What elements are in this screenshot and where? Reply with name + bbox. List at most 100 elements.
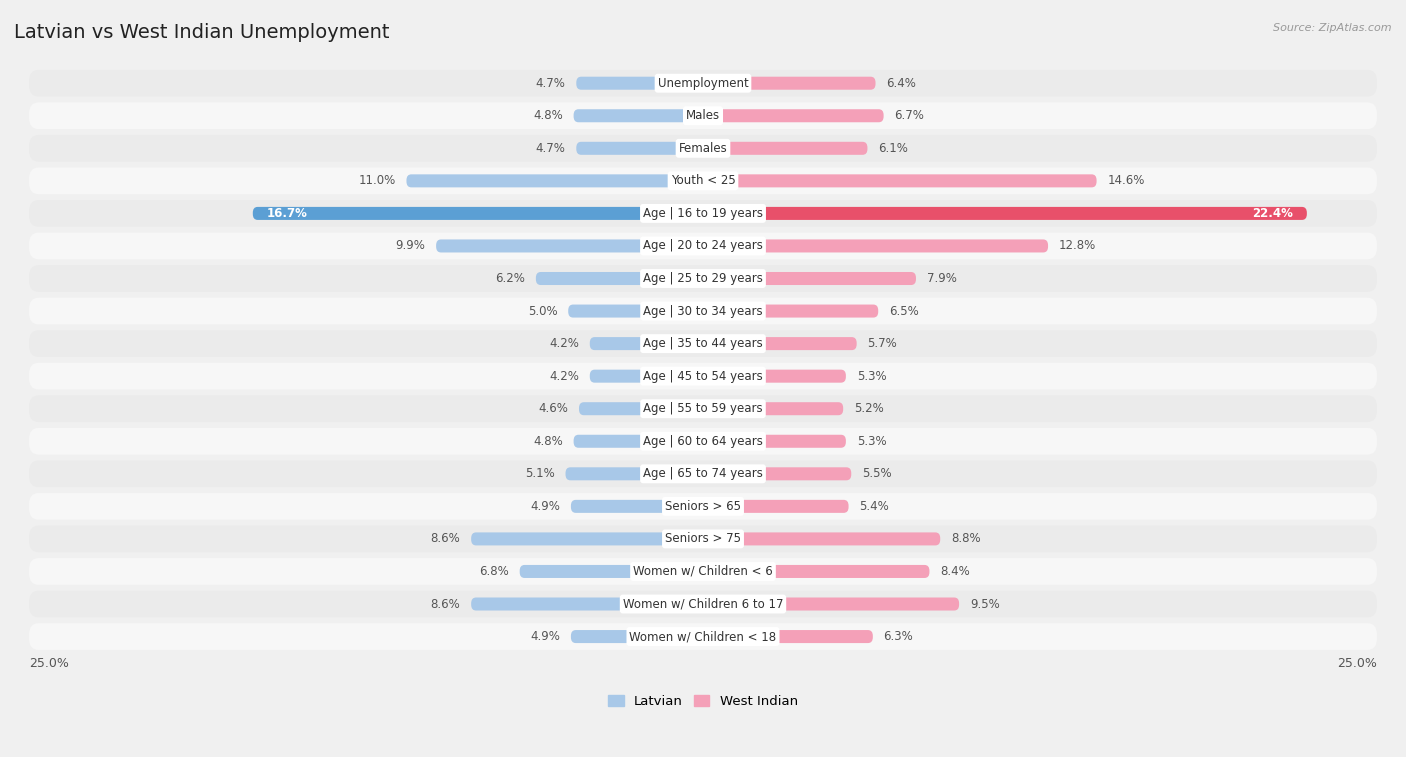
Text: 8.8%: 8.8% [950,532,980,545]
FancyBboxPatch shape [30,265,1376,292]
Text: Age | 25 to 29 years: Age | 25 to 29 years [643,272,763,285]
Text: Youth < 25: Youth < 25 [671,174,735,187]
FancyBboxPatch shape [30,330,1376,357]
Text: Unemployment: Unemployment [658,76,748,90]
FancyBboxPatch shape [471,532,703,546]
Text: Seniors > 65: Seniors > 65 [665,500,741,512]
FancyBboxPatch shape [703,500,849,513]
Legend: Latvian, West Indian: Latvian, West Indian [603,690,803,714]
FancyBboxPatch shape [30,558,1376,585]
Text: 5.2%: 5.2% [853,402,884,415]
Text: 5.0%: 5.0% [527,304,557,317]
FancyBboxPatch shape [30,460,1376,488]
Text: 6.2%: 6.2% [495,272,524,285]
FancyBboxPatch shape [703,304,879,318]
Text: 22.4%: 22.4% [1253,207,1294,220]
FancyBboxPatch shape [703,597,959,611]
Text: 8.4%: 8.4% [941,565,970,578]
Text: 4.2%: 4.2% [550,337,579,350]
Text: Age | 30 to 34 years: Age | 30 to 34 years [643,304,763,317]
Text: Source: ZipAtlas.com: Source: ZipAtlas.com [1274,23,1392,33]
FancyBboxPatch shape [30,395,1376,422]
FancyBboxPatch shape [574,109,703,123]
FancyBboxPatch shape [703,630,873,643]
Text: 12.8%: 12.8% [1059,239,1097,252]
FancyBboxPatch shape [436,239,703,253]
FancyBboxPatch shape [30,623,1376,650]
FancyBboxPatch shape [30,167,1376,195]
FancyBboxPatch shape [30,298,1376,325]
Text: 5.3%: 5.3% [856,435,886,447]
Text: 6.5%: 6.5% [889,304,918,317]
FancyBboxPatch shape [703,207,1306,220]
Text: Age | 55 to 59 years: Age | 55 to 59 years [643,402,763,415]
Text: 5.5%: 5.5% [862,467,891,480]
FancyBboxPatch shape [253,207,703,220]
FancyBboxPatch shape [30,428,1376,455]
FancyBboxPatch shape [30,70,1376,97]
Text: 4.8%: 4.8% [533,109,562,123]
Text: 25.0%: 25.0% [30,657,69,670]
Text: 14.6%: 14.6% [1108,174,1144,187]
FancyBboxPatch shape [703,402,844,416]
FancyBboxPatch shape [703,142,868,155]
Text: Age | 16 to 19 years: Age | 16 to 19 years [643,207,763,220]
FancyBboxPatch shape [703,109,883,123]
FancyBboxPatch shape [703,435,846,448]
Text: Females: Females [679,142,727,154]
Text: 5.4%: 5.4% [859,500,889,512]
Text: 4.7%: 4.7% [536,76,565,90]
Text: 9.9%: 9.9% [395,239,426,252]
Text: 6.1%: 6.1% [879,142,908,154]
FancyBboxPatch shape [703,174,1097,188]
Text: 5.1%: 5.1% [524,467,555,480]
Text: Age | 45 to 54 years: Age | 45 to 54 years [643,369,763,382]
FancyBboxPatch shape [703,532,941,546]
Text: Women w/ Children < 6: Women w/ Children < 6 [633,565,773,578]
Text: 8.6%: 8.6% [430,532,460,545]
Text: 4.7%: 4.7% [536,142,565,154]
Text: Seniors > 75: Seniors > 75 [665,532,741,545]
FancyBboxPatch shape [574,435,703,448]
Text: 6.3%: 6.3% [883,630,914,643]
Text: 4.6%: 4.6% [538,402,568,415]
FancyBboxPatch shape [703,467,851,481]
Text: 6.8%: 6.8% [479,565,509,578]
Text: Age | 60 to 64 years: Age | 60 to 64 years [643,435,763,447]
FancyBboxPatch shape [589,337,703,350]
Text: Age | 35 to 44 years: Age | 35 to 44 years [643,337,763,350]
FancyBboxPatch shape [571,500,703,513]
FancyBboxPatch shape [568,304,703,318]
Text: Women w/ Children 6 to 17: Women w/ Children 6 to 17 [623,597,783,610]
Text: 4.9%: 4.9% [530,500,560,512]
FancyBboxPatch shape [703,565,929,578]
Text: Age | 20 to 24 years: Age | 20 to 24 years [643,239,763,252]
FancyBboxPatch shape [703,369,846,383]
Text: Latvian vs West Indian Unemployment: Latvian vs West Indian Unemployment [14,23,389,42]
FancyBboxPatch shape [565,467,703,481]
Text: 16.7%: 16.7% [266,207,307,220]
FancyBboxPatch shape [520,565,703,578]
FancyBboxPatch shape [30,232,1376,260]
Text: 25.0%: 25.0% [1337,657,1376,670]
Text: 11.0%: 11.0% [359,174,395,187]
Text: Males: Males [686,109,720,123]
FancyBboxPatch shape [406,174,703,188]
FancyBboxPatch shape [576,76,703,90]
Text: 4.2%: 4.2% [550,369,579,382]
FancyBboxPatch shape [471,597,703,611]
Text: 6.4%: 6.4% [886,76,917,90]
FancyBboxPatch shape [589,369,703,383]
FancyBboxPatch shape [30,200,1376,227]
FancyBboxPatch shape [703,76,876,90]
Text: Age | 65 to 74 years: Age | 65 to 74 years [643,467,763,480]
Text: 7.9%: 7.9% [927,272,956,285]
FancyBboxPatch shape [703,272,915,285]
Text: 4.8%: 4.8% [533,435,562,447]
FancyBboxPatch shape [30,525,1376,553]
FancyBboxPatch shape [703,337,856,350]
Text: Women w/ Children < 18: Women w/ Children < 18 [630,630,776,643]
FancyBboxPatch shape [30,363,1376,390]
Text: 4.9%: 4.9% [530,630,560,643]
FancyBboxPatch shape [30,102,1376,129]
